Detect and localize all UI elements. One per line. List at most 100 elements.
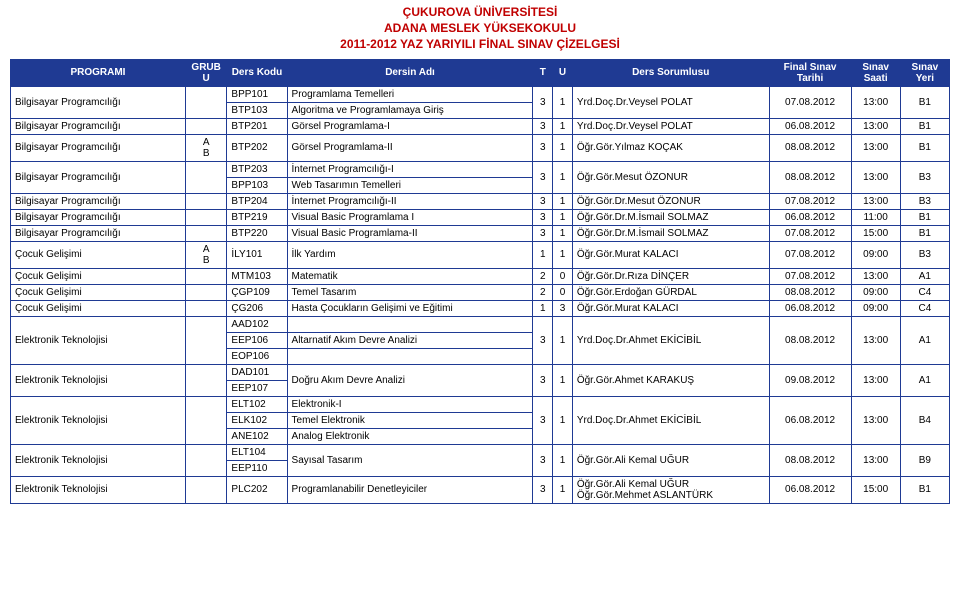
cell-code: EEP107 bbox=[227, 380, 287, 396]
cell-u: 1 bbox=[553, 209, 573, 225]
cell-resp: Öğr.Gör.Erdoğan GÜRDAL bbox=[572, 284, 769, 300]
cell-course-name: Görsel Programlama-II bbox=[287, 134, 533, 161]
cell-u: 1 bbox=[553, 225, 573, 241]
cell-time: 15:00 bbox=[851, 225, 900, 241]
cell-date: 06.08.2012 bbox=[769, 396, 851, 444]
table-row: Bilgisayar ProgramcılığıBTP204İnternet P… bbox=[11, 193, 950, 209]
cell-grub bbox=[185, 161, 227, 193]
cell-u: 1 bbox=[553, 364, 573, 396]
table-row: Bilgisayar ProgramcılığıA BBTP202Görsel … bbox=[11, 134, 950, 161]
cell-room: B1 bbox=[900, 209, 949, 225]
cell-time: 13:00 bbox=[851, 396, 900, 444]
table-row: Elektronik TeknolojisiDAD101Doğru Akım D… bbox=[11, 364, 950, 380]
cell-resp: Yrd.Doç.Dr.Ahmet EKİCİBİL bbox=[572, 396, 769, 444]
cell-code: EEP106 bbox=[227, 332, 287, 348]
cell-date: 07.08.2012 bbox=[769, 193, 851, 209]
cell-t: 3 bbox=[533, 364, 553, 396]
cell-code: BTP202 bbox=[227, 134, 287, 161]
cell-course-name: Doğru Akım Devre Analizi bbox=[287, 364, 533, 396]
cell-code: ELT104 bbox=[227, 444, 287, 460]
table-row: Çocuk GelişimiA BİLY101İlk Yardım11Öğr.G… bbox=[11, 241, 950, 268]
cell-u: 1 bbox=[553, 396, 573, 444]
cell-course-name: Görsel Programlama-I bbox=[287, 118, 533, 134]
cell-room: C4 bbox=[900, 300, 949, 316]
cell-t: 3 bbox=[533, 396, 553, 444]
cell-grub: A B bbox=[185, 134, 227, 161]
cell-room: B3 bbox=[900, 193, 949, 209]
cell-date: 08.08.2012 bbox=[769, 316, 851, 364]
cell-program: Bilgisayar Programcılığı bbox=[11, 193, 186, 209]
cell-room: C4 bbox=[900, 284, 949, 300]
cell-date: 08.08.2012 bbox=[769, 134, 851, 161]
cell-grub bbox=[185, 364, 227, 396]
cell-resp: Öğr.Gör.Dr.M.İsmail SOLMAZ bbox=[572, 209, 769, 225]
cell-room: B1 bbox=[900, 118, 949, 134]
cell-resp: Öğr.Gör.Ahmet KARAKUŞ bbox=[572, 364, 769, 396]
cell-resp: Öğr.Gör.Murat KALACI bbox=[572, 300, 769, 316]
cell-date: 08.08.2012 bbox=[769, 161, 851, 193]
cell-grub bbox=[185, 118, 227, 134]
cell-course-name: Matematik bbox=[287, 268, 533, 284]
cell-room: A1 bbox=[900, 268, 949, 284]
col-code: Ders Kodu bbox=[227, 59, 287, 86]
cell-resp: Öğr.Gör.Ali Kemal UĞUR bbox=[572, 444, 769, 476]
cell-time: 13:00 bbox=[851, 161, 900, 193]
table-row: Bilgisayar ProgramcılığıBTP203İnternet P… bbox=[11, 161, 950, 177]
cell-date: 08.08.2012 bbox=[769, 284, 851, 300]
cell-course-name: Temel Tasarım bbox=[287, 284, 533, 300]
cell-time: 11:00 bbox=[851, 209, 900, 225]
col-date: Final Sınav Tarihi bbox=[769, 59, 851, 86]
cell-u: 1 bbox=[553, 444, 573, 476]
cell-resp: Öğr.Gör.Yılmaz KOÇAK bbox=[572, 134, 769, 161]
cell-grub bbox=[185, 316, 227, 364]
cell-grub bbox=[185, 476, 227, 503]
table-row: Bilgisayar Programcılığı BTP220Visual Bas… bbox=[11, 225, 950, 241]
cell-grub: A B bbox=[185, 241, 227, 268]
cell-t: 3 bbox=[533, 161, 553, 193]
cell-program: Elektronik Teknolojisi bbox=[11, 396, 186, 444]
cell-room: B1 bbox=[900, 86, 949, 118]
col-u: U bbox=[553, 59, 573, 86]
page-title: ÇUKUROVA ÜNİVERSİTESİ ADANA MESLEK YÜKSE… bbox=[10, 4, 950, 53]
cell-code: BTP220 bbox=[227, 225, 287, 241]
title-line1: ÇUKUROVA ÜNİVERSİTESİ bbox=[10, 4, 950, 20]
table-row: Bilgisayar ProgramcılığıBTP219Visual Bas… bbox=[11, 209, 950, 225]
cell-time: 13:00 bbox=[851, 316, 900, 364]
table-row: Elektronik TeknolojisiELT104Sayısal Tasa… bbox=[11, 444, 950, 460]
cell-date: 06.08.2012 bbox=[769, 300, 851, 316]
cell-program: Bilgisayar Programcılığı bbox=[11, 225, 186, 241]
cell-date: 06.08.2012 bbox=[769, 118, 851, 134]
cell-grub bbox=[185, 300, 227, 316]
cell-room: B4 bbox=[900, 396, 949, 444]
cell-u: 1 bbox=[553, 476, 573, 503]
title-line3: 2011-2012 YAZ YARIYILI FİNAL SINAV ÇİZEL… bbox=[10, 36, 950, 52]
cell-resp: Yrd.Doç.Dr.Veysel POLAT bbox=[572, 118, 769, 134]
cell-code: BTP103 bbox=[227, 102, 287, 118]
cell-t: 3 bbox=[533, 476, 553, 503]
cell-code: BPP101 bbox=[227, 86, 287, 102]
cell-u: 1 bbox=[553, 241, 573, 268]
cell-code: DAD101 bbox=[227, 364, 287, 380]
cell-date: 09.08.2012 bbox=[769, 364, 851, 396]
cell-code: ELK102 bbox=[227, 412, 287, 428]
cell-time: 13:00 bbox=[851, 134, 900, 161]
col-grub: GRUB U bbox=[185, 59, 227, 86]
table-row: Çocuk GelişimiMTM103Matematik20Öğr.Gör.D… bbox=[11, 268, 950, 284]
cell-u: 0 bbox=[553, 268, 573, 284]
cell-t: 3 bbox=[533, 444, 553, 476]
table-row: Elektronik TeknolojisiPLC202Programlanab… bbox=[11, 476, 950, 503]
cell-grub bbox=[185, 268, 227, 284]
cell-code: BPP103 bbox=[227, 177, 287, 193]
cell-course-name bbox=[287, 316, 533, 332]
cell-u: 1 bbox=[553, 134, 573, 161]
cell-course-name: Temel Elektronik bbox=[287, 412, 533, 428]
cell-t: 1 bbox=[533, 241, 553, 268]
cell-time: 15:00 bbox=[851, 476, 900, 503]
cell-date: 07.08.2012 bbox=[769, 241, 851, 268]
col-room: Sınav Yeri bbox=[900, 59, 949, 86]
cell-resp: Öğr.Gör.Murat KALACI bbox=[572, 241, 769, 268]
title-line2: ADANA MESLEK YÜKSEKOKULU bbox=[10, 20, 950, 36]
cell-time: 09:00 bbox=[851, 300, 900, 316]
cell-t: 3 bbox=[533, 193, 553, 209]
cell-course-name: Visual Basic Programlama-II bbox=[287, 225, 533, 241]
